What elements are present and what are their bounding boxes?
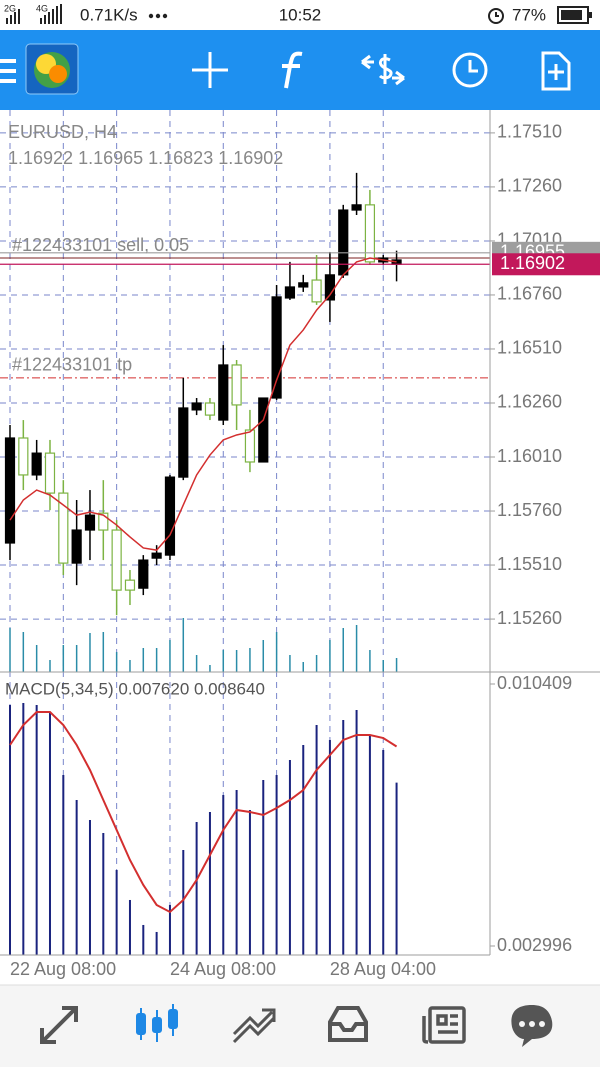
- y-tick-label: 0.010409: [497, 673, 572, 693]
- candle-body: [351, 204, 362, 211]
- toolbar: [0, 30, 600, 110]
- candle-body: [111, 529, 122, 591]
- indicators-button[interactable]: [282, 51, 303, 89]
- candle-body: [298, 282, 309, 288]
- candle-body: [231, 364, 242, 406]
- candle-body: [124, 579, 136, 591]
- chart-tab[interactable]: [136, 1004, 178, 1042]
- candle-body: [338, 209, 349, 276]
- clock: 10:52: [279, 5, 322, 24]
- candle-body: [324, 274, 336, 301]
- candle-body: [191, 402, 202, 411]
- candle-body: [204, 402, 216, 416]
- network-label: 2G: [4, 3, 16, 13]
- battery-icon: [557, 6, 592, 24]
- candle-body: [364, 204, 376, 263]
- candle-body: [58, 492, 69, 564]
- x-tick-label: 28 Aug 04:00: [330, 959, 436, 979]
- news-tab[interactable]: [422, 1006, 466, 1044]
- candle-body: [178, 407, 189, 478]
- history-button[interactable]: [452, 52, 488, 88]
- y-tick-label: 1.17510: [497, 122, 562, 142]
- order-label: #122433101 tp: [12, 355, 132, 375]
- candle-body: [271, 296, 282, 399]
- candle-body: [98, 512, 109, 531]
- y-tick-label: 0.002996: [497, 935, 572, 955]
- menu-button[interactable]: [0, 59, 16, 83]
- y-tick-label: 1.15510: [497, 554, 562, 574]
- dots: [148, 13, 168, 19]
- ohlc-values: 1.16922 1.16965 1.16823 1.16902: [8, 148, 283, 168]
- new-order-button[interactable]: [541, 51, 571, 91]
- candle-body: [258, 397, 269, 463]
- trade-tab[interactable]: [232, 1008, 276, 1044]
- price-label-box: [492, 253, 600, 276]
- crosshair-button[interactable]: [192, 52, 228, 88]
- plot: 1.175101.172601.170101.167601.165101.162…: [0, 110, 600, 979]
- x-tick-label: 24 Aug 08:00: [170, 959, 276, 979]
- alarm-icon: [488, 8, 504, 24]
- chat-tab[interactable]: [511, 1005, 553, 1047]
- y-tick-label: 1.16510: [497, 338, 562, 358]
- y-tick-label: 1.15260: [497, 608, 562, 628]
- candle-body: [31, 452, 42, 476]
- trade-button[interactable]: [361, 54, 405, 86]
- order-label: #122433101 sell, 0.05: [12, 235, 189, 255]
- candle-body: [311, 279, 322, 303]
- y-tick-label: 1.17260: [497, 176, 562, 196]
- price-label: 1.16902: [500, 253, 565, 273]
- net-speed: 0.71K/s: [80, 5, 138, 24]
- symbol-title: EURUSD, H4: [8, 122, 117, 142]
- candle-body: [71, 529, 82, 564]
- candle-body: [18, 437, 29, 476]
- candle-body: [44, 452, 56, 494]
- y-tick-label: 1.15760: [497, 500, 562, 520]
- candle-body: [84, 514, 96, 531]
- quotes-tab[interactable]: [40, 1006, 78, 1044]
- bottom-nav: [0, 985, 600, 1067]
- candle-body: [284, 286, 296, 299]
- candle-body: [151, 552, 162, 559]
- battery-percent: 77%: [512, 5, 546, 24]
- signal-icon: [6, 4, 62, 24]
- candle-body: [244, 429, 256, 463]
- y-tick-label: 1.16760: [497, 284, 562, 304]
- candle-body: [164, 476, 176, 556]
- signal-line: [9, 710, 398, 914]
- macd-title: MACD(5,34,5) 0.007620 0.008640: [5, 679, 265, 698]
- candle-body: [218, 364, 229, 421]
- network-label: 4G: [36, 3, 48, 13]
- y-tick-label: 1.16260: [497, 392, 562, 412]
- moving-average: [9, 257, 397, 551]
- app-logo[interactable]: [25, 43, 79, 95]
- status-bar: [0, 0, 600, 30]
- y-tick-label: 1.16010: [497, 446, 562, 466]
- candle-body: [4, 437, 16, 544]
- history-tab[interactable]: [328, 1006, 368, 1042]
- candle-body: [138, 559, 149, 589]
- x-tick-label: 22 Aug 08:00: [10, 959, 116, 979]
